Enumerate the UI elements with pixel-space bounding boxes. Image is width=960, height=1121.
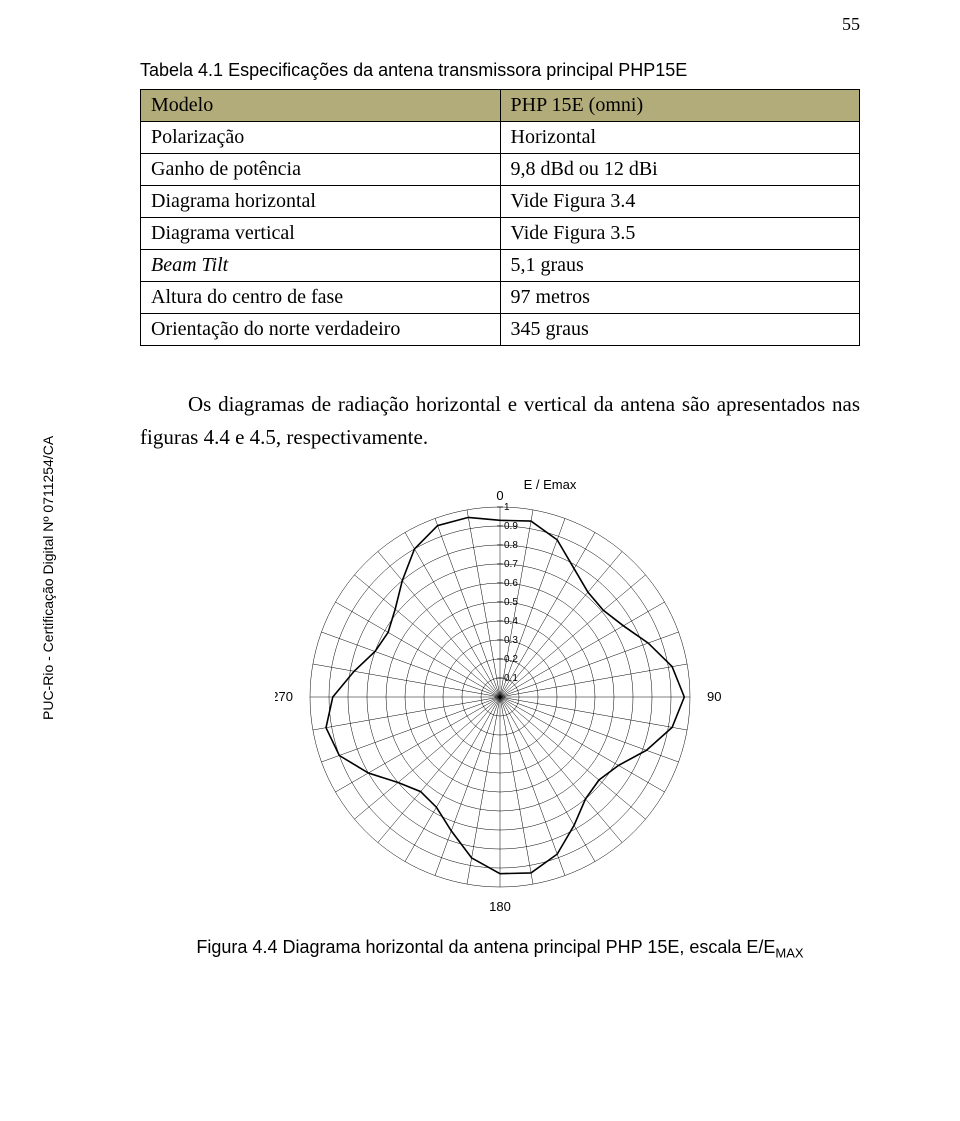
page: 55 Tabela 4.1 Especificações da antena t… <box>0 0 960 981</box>
table-cell-label: Diagrama horizontal <box>141 186 501 218</box>
table-row: PolarizaçãoHorizontal <box>141 122 860 154</box>
table-row: Orientação do norte verdadeiro345 graus <box>141 314 860 346</box>
table-cell-value: Horizontal <box>500 122 860 154</box>
polar-chart-wrap: E / Emax 0.1 0.2 0.3 0.4 0.5 0.6 0.7 0.8 0.9 10 90 1… <box>140 477 860 961</box>
table-row: Altura do centro de fase97 metros <box>141 282 860 314</box>
svg-text:0.5: 0.5 <box>504 597 518 608</box>
svg-text:0.7: 0.7 <box>504 559 518 570</box>
table-row: Ganho de potência9,8 dBd ou 12 dBi <box>141 154 860 186</box>
table-row: Diagrama verticalVide Figura 3.5 <box>141 218 860 250</box>
svg-text:0.3: 0.3 <box>504 635 518 646</box>
table-header-value: PHP 15E (omni) <box>500 90 860 122</box>
figure-caption-sub: MAX <box>775 946 803 961</box>
table-cell-label: Polarização <box>141 122 501 154</box>
svg-text:270: 270 <box>275 689 293 704</box>
table-cell-label: Ganho de potência <box>141 154 501 186</box>
table-header-label: Modelo <box>141 90 501 122</box>
svg-text:0.8: 0.8 <box>504 540 518 551</box>
svg-text:0.6: 0.6 <box>504 578 518 589</box>
table-row: Beam Tilt5,1 graus <box>141 250 860 282</box>
table-row: Diagrama horizontalVide Figura 3.4 <box>141 186 860 218</box>
table-caption: Tabela 4.1 Especificações da antena tran… <box>140 60 860 81</box>
certification-sidebar: PUC-Rio - Certificação Digital Nº 071125… <box>40 436 56 720</box>
svg-text:0: 0 <box>496 488 503 503</box>
figure-caption-text: Figura 4.4 Diagrama horizontal da antena… <box>196 937 775 957</box>
table-cell-value: 345 graus <box>500 314 860 346</box>
table-cell-value: 9,8 dBd ou 12 dBi <box>500 154 860 186</box>
svg-text:0.2: 0.2 <box>504 654 518 665</box>
table-cell-value: 97 metros <box>500 282 860 314</box>
svg-text:1: 1 <box>504 502 510 513</box>
table-cell-label: Altura do centro de fase <box>141 282 501 314</box>
svg-text:180: 180 <box>489 899 511 914</box>
table-header-row: Modelo PHP 15E (omni) <box>141 90 860 122</box>
body-paragraph: Os diagramas de radiação horizontal e ve… <box>140 388 860 453</box>
spec-table: Modelo PHP 15E (omni) PolarizaçãoHorizon… <box>140 89 860 346</box>
svg-text:0.9: 0.9 <box>504 521 518 532</box>
figure-caption: Figura 4.4 Diagrama horizontal da antena… <box>140 937 860 961</box>
table-cell-value: Vide Figura 3.5 <box>500 218 860 250</box>
table-cell-label: Orientação do norte verdadeiro <box>141 314 501 346</box>
svg-text:90: 90 <box>707 689 721 704</box>
table-cell-label: Beam Tilt <box>141 250 501 282</box>
table-cell-value: 5,1 graus <box>500 250 860 282</box>
svg-text:E / Emax: E / Emax <box>524 477 577 492</box>
polar-chart: E / Emax 0.1 0.2 0.3 0.4 0.5 0.6 0.7 0.8 0.9 10 90 1… <box>275 477 725 922</box>
table-cell-value: Vide Figura 3.4 <box>500 186 860 218</box>
svg-text:0.4: 0.4 <box>504 616 518 627</box>
table-cell-label: Diagrama vertical <box>141 218 501 250</box>
page-number: 55 <box>842 14 860 35</box>
svg-text:0.1: 0.1 <box>504 673 518 684</box>
